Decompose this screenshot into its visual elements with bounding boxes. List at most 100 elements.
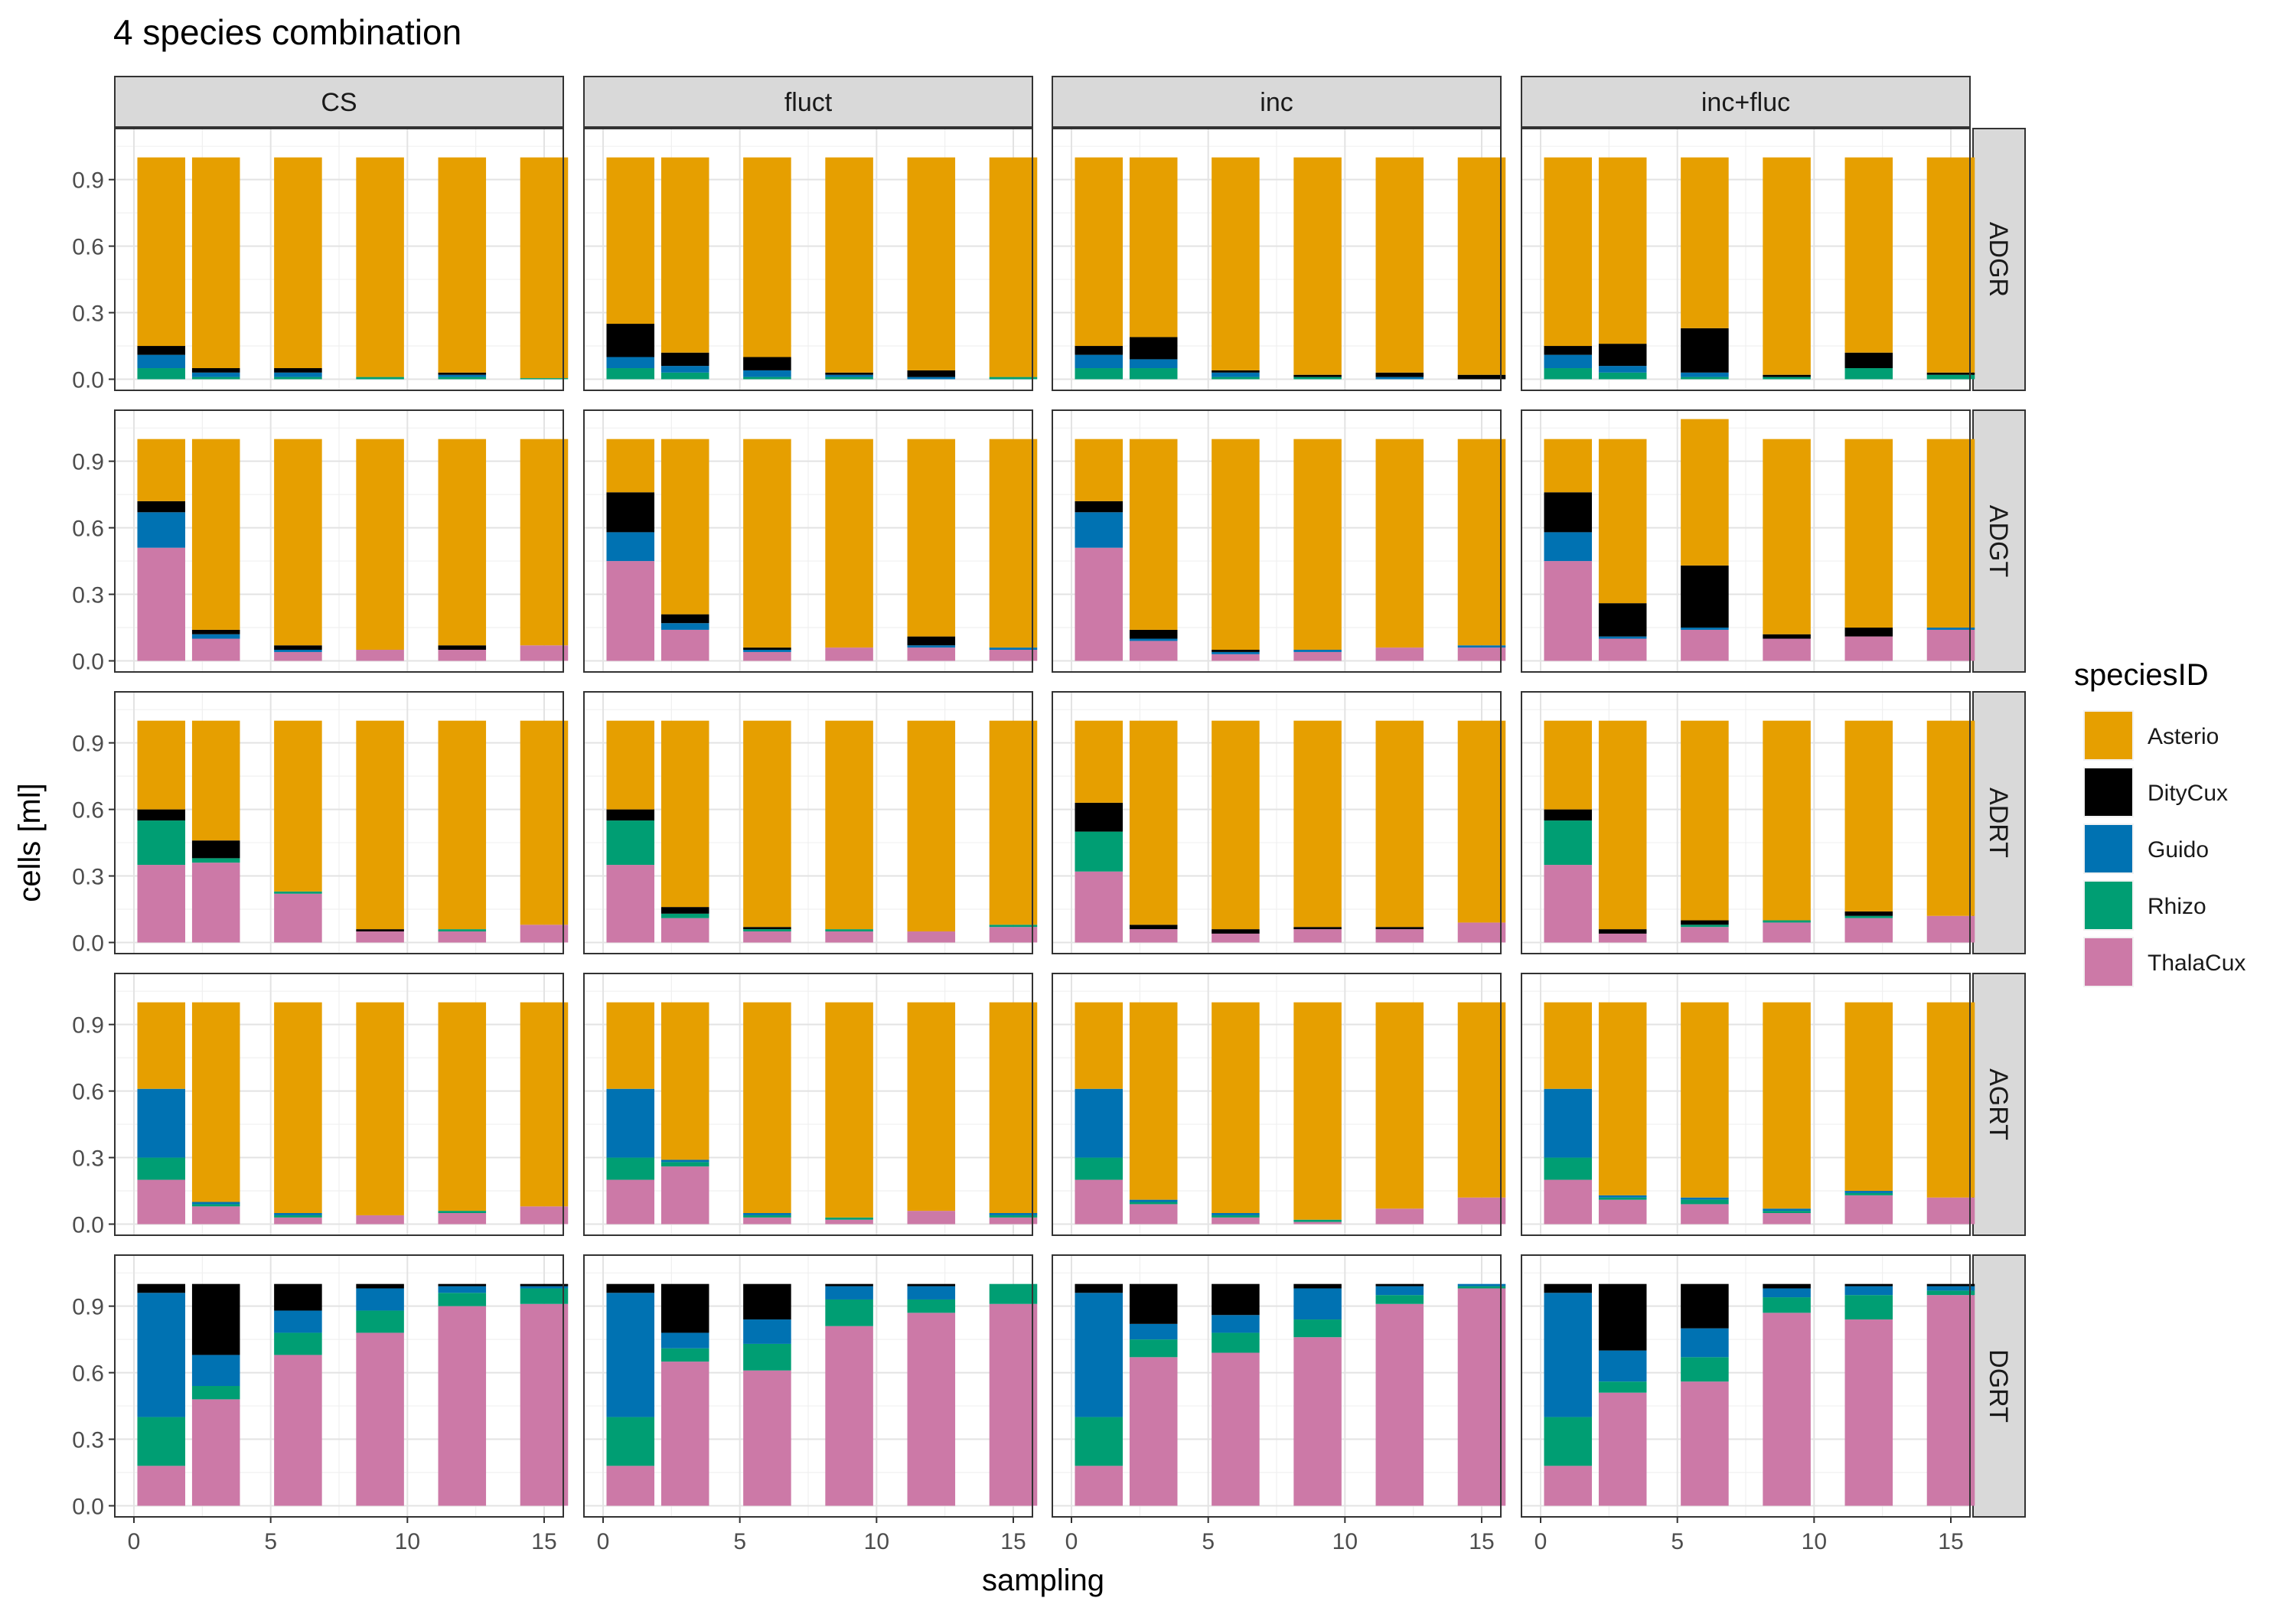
y-axis-title: cells [ml] xyxy=(13,783,47,902)
bar-segment-thalacux xyxy=(438,1213,487,1225)
bar-segment-rhizo xyxy=(1598,1381,1647,1393)
bar-segment-asterio xyxy=(520,439,569,646)
bar-segment-guido xyxy=(1075,1088,1124,1158)
bar-segment-thalacux xyxy=(907,931,956,943)
bar-segment-asterio xyxy=(1293,439,1342,651)
bar-segment-thalacux xyxy=(989,1217,1038,1225)
bar-segment-asterio xyxy=(825,439,873,648)
bar-segment-asterio xyxy=(660,1002,709,1160)
bar-segment-asterio xyxy=(1212,720,1260,930)
bar-segment-asterio xyxy=(1375,720,1424,928)
bar-segment-thalacux xyxy=(1844,636,1893,661)
bar-segment-thalacux xyxy=(1926,629,1975,661)
bar-segment-ditycux xyxy=(1544,1283,1593,1293)
bar-segment-thalacux xyxy=(1129,1357,1178,1506)
bar-segment-guido xyxy=(1544,1088,1593,1158)
bar-segment-ditycux xyxy=(1212,1283,1260,1316)
bar-segment-thalacux xyxy=(1598,638,1647,661)
bar-segment-asterio xyxy=(1544,1002,1593,1089)
bar-segment-ditycux xyxy=(1681,328,1729,373)
bar-segment-guido xyxy=(1375,377,1424,380)
bar-segment-asterio xyxy=(989,439,1038,648)
bar-segment-asterio xyxy=(191,720,240,841)
bar-segment-asterio xyxy=(1457,1002,1506,1198)
bar-segment-asterio xyxy=(191,157,240,369)
bar-segment-guido xyxy=(1598,1350,1647,1382)
panel-border xyxy=(1521,409,1971,673)
bar-segment-rhizo xyxy=(1212,1332,1260,1353)
bar-segment-rhizo xyxy=(1844,1192,1893,1195)
bar-segment-ditycux xyxy=(1681,920,1729,925)
bar-segment-asterio xyxy=(438,1002,487,1212)
bar-segment-ditycux xyxy=(907,636,956,646)
bar-segment-thalacux xyxy=(520,925,569,943)
bar-segment-guido xyxy=(989,647,1038,651)
bar-segment-guido xyxy=(1212,1213,1260,1215)
legend-swatch-thalacux xyxy=(2085,938,2132,986)
bar-segment-rhizo xyxy=(1844,368,1893,380)
bar-segment-ditycux xyxy=(743,1283,791,1320)
bar-segment-ditycux xyxy=(825,372,873,375)
bar-segment-ditycux xyxy=(1075,501,1124,513)
bar-segment-guido xyxy=(274,1213,322,1215)
bar-segment-thalacux xyxy=(1293,929,1342,943)
bar-segment-asterio xyxy=(356,1002,404,1215)
bar-segment-guido xyxy=(1457,1283,1506,1287)
bar-segment-rhizo xyxy=(137,1417,186,1466)
panel-border xyxy=(583,691,1033,954)
x-tick-label: 15 xyxy=(1469,1529,1494,1554)
bar-segment-guido xyxy=(137,1088,186,1158)
bar-segment-guido xyxy=(907,645,956,648)
bar-segment-thalacux xyxy=(907,1211,956,1225)
bar-segment-asterio xyxy=(1375,1002,1424,1209)
facet-strip-col-label: inc+fluc xyxy=(1701,88,1790,117)
bar-segment-guido xyxy=(1293,1288,1342,1320)
bar-segment-thalacux xyxy=(1212,1352,1260,1506)
facet-strip-col xyxy=(1052,76,1502,128)
bar-segment-asterio xyxy=(1926,720,1975,916)
x-tick-label: 15 xyxy=(1000,1529,1026,1554)
facet-strip-row-label: AGRT xyxy=(1984,1068,2013,1140)
bar-segment-thalacux xyxy=(1457,1288,1506,1506)
bar-segment-thalacux xyxy=(274,1355,322,1506)
bar-segment-asterio xyxy=(1681,157,1729,328)
bar-segment-asterio xyxy=(606,1002,655,1089)
bar-segment-asterio xyxy=(606,157,655,324)
bar-segment-guido xyxy=(137,512,186,548)
bar-segment-ditycux xyxy=(191,368,240,373)
bar-segment-thalacux xyxy=(1844,1195,1893,1225)
bar-segment-rhizo xyxy=(606,368,655,380)
bar-segment-asterio xyxy=(137,1002,186,1089)
legend: speciesID Asterio DityCux Guido Rhizo ThalaC… xyxy=(2074,658,2245,987)
bar-segment-thalacux xyxy=(660,1166,709,1225)
legend-swatch-guido xyxy=(2085,825,2132,872)
bar-segment-thalacux xyxy=(1926,915,1975,943)
bar-segment-thalacux xyxy=(606,865,655,943)
bar-segment-rhizo xyxy=(191,377,240,380)
bar-segment-rhizo xyxy=(743,377,791,380)
bar-segment-rhizo xyxy=(825,1299,873,1326)
x-tick-label: 15 xyxy=(1938,1529,1963,1554)
bar-segment-thalacux xyxy=(1544,1179,1593,1225)
bar-segment-guido xyxy=(743,370,791,377)
bar-segment-rhizo xyxy=(660,372,709,380)
bar-segment-ditycux xyxy=(606,492,655,533)
panels-layer: CS fluct inc inc+fluc ADGR ADGT ADRT AGRT DGRT 0.… xyxy=(72,76,2026,1554)
bar-segment-ditycux xyxy=(191,629,240,634)
bar-segment-ditycux xyxy=(1375,927,1424,930)
x-tick-label: 0 xyxy=(1534,1529,1548,1554)
bar-segment-guido xyxy=(1598,636,1647,639)
bar-segment-guido xyxy=(438,1286,487,1293)
panel-border xyxy=(583,128,1033,391)
panel-border xyxy=(1052,128,1502,391)
bar-segment-rhizo xyxy=(1212,377,1260,380)
facet-strip-row xyxy=(1972,691,2026,954)
bar-segment-asterio xyxy=(1544,720,1593,810)
bar-segment-ditycux xyxy=(438,1283,487,1287)
bar-segment-guido xyxy=(1926,1286,1975,1291)
bar-segment-ditycux xyxy=(606,1283,655,1293)
bar-segment-ditycux xyxy=(137,346,186,355)
bar-segment-guido xyxy=(137,354,186,369)
bar-segment-thalacux xyxy=(1544,865,1593,943)
